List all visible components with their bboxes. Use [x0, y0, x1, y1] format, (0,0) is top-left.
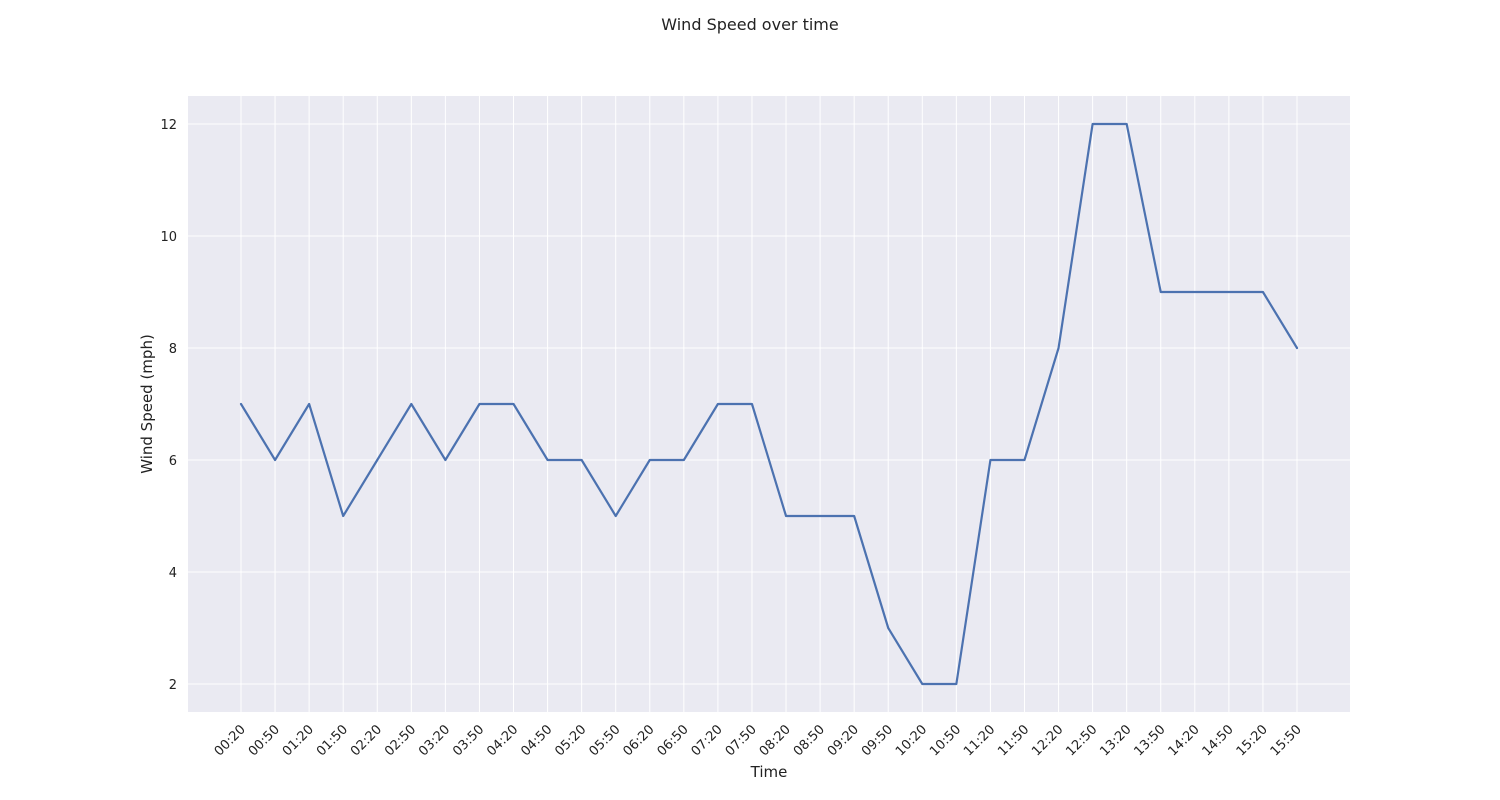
data-point [715, 401, 721, 407]
x-axis-ticks: 00:2000:5001:2001:5002:2002:5003:2003:50… [212, 722, 1305, 759]
y-axis-ticks: 2 4 6 8 10 12 [160, 118, 177, 693]
data-point [1021, 457, 1027, 463]
x-tick-label: 14:20 [1166, 722, 1203, 759]
x-tick-label: 10:20 [893, 722, 930, 759]
data-point [408, 401, 414, 407]
x-tick-label: 00:50 [246, 722, 283, 759]
data-point [885, 625, 891, 631]
x-tick-label: 05:50 [586, 722, 623, 759]
data-point [340, 513, 346, 519]
x-tick-label: 08:20 [757, 722, 794, 759]
data-point [749, 401, 755, 407]
data-point [919, 681, 925, 687]
data-point [681, 457, 687, 463]
y-tick-label: 4 [169, 566, 177, 581]
data-point [238, 401, 244, 407]
x-tick-label: 01:50 [314, 722, 351, 759]
x-tick-label: 09:20 [825, 722, 862, 759]
grid [188, 96, 1350, 712]
data-point [476, 401, 482, 407]
x-tick-label: 01:20 [280, 722, 317, 759]
x-tick-label: 13:20 [1097, 722, 1134, 759]
data-point [851, 513, 857, 519]
x-tick-label: 12:50 [1063, 722, 1100, 759]
x-tick-label: 09:50 [859, 722, 896, 759]
x-tick-label: 15:50 [1268, 722, 1305, 759]
y-axis-label: Wind Speed (mph) [138, 334, 156, 474]
data-point [1158, 289, 1164, 295]
x-tick-label: 07:50 [723, 722, 760, 759]
x-tick-label: 14:50 [1200, 722, 1237, 759]
x-tick-label: 03:20 [416, 722, 453, 759]
data-point [1090, 121, 1096, 127]
x-tick-label: 00:20 [212, 722, 249, 759]
data-point [1124, 121, 1130, 127]
data-point [783, 513, 789, 519]
x-tick-label: 04:20 [484, 722, 521, 759]
x-tick-label: 11:20 [961, 722, 998, 759]
x-tick-label: 08:50 [791, 722, 828, 759]
x-tick-label: 04:50 [518, 722, 555, 759]
data-point [817, 513, 823, 519]
x-tick-label: 15:20 [1234, 722, 1271, 759]
data-point [1260, 289, 1266, 295]
data-point [511, 401, 517, 407]
y-tick-label: 12 [160, 118, 177, 133]
series-line [239, 122, 1299, 686]
x-tick-label: 13:50 [1131, 722, 1168, 759]
data-point [442, 457, 448, 463]
data-point [579, 457, 585, 463]
x-tick-label: 02:50 [382, 722, 419, 759]
data-point [1226, 289, 1232, 295]
data-point [1192, 289, 1198, 295]
plot-area [188, 96, 1350, 712]
x-tick-label: 02:20 [348, 722, 385, 759]
data-point [647, 457, 653, 463]
data-point [545, 457, 551, 463]
x-axis-label: Time [750, 763, 788, 781]
x-tick-label: 06:50 [655, 722, 692, 759]
x-tick-label: 10:50 [927, 722, 964, 759]
x-tick-label: 07:20 [689, 722, 726, 759]
y-tick-label: 2 [169, 678, 177, 693]
series-layer [238, 121, 1300, 687]
y-tick-label: 8 [169, 342, 177, 357]
chart-title: Wind Speed over time [661, 15, 838, 34]
y-tick-label: 10 [160, 230, 177, 245]
data-point [1056, 345, 1062, 351]
data-point [613, 513, 619, 519]
x-tick-label: 03:50 [450, 722, 487, 759]
x-tick-label: 11:50 [995, 722, 1032, 759]
y-tick-label: 6 [169, 454, 177, 469]
data-point [1294, 345, 1300, 351]
data-point [987, 457, 993, 463]
x-tick-label: 12:20 [1029, 722, 1066, 759]
x-tick-label: 05:20 [552, 722, 589, 759]
data-point [272, 457, 278, 463]
data-point [306, 401, 312, 407]
data-point [953, 681, 959, 687]
x-tick-label: 06:20 [621, 722, 658, 759]
data-point [374, 457, 380, 463]
